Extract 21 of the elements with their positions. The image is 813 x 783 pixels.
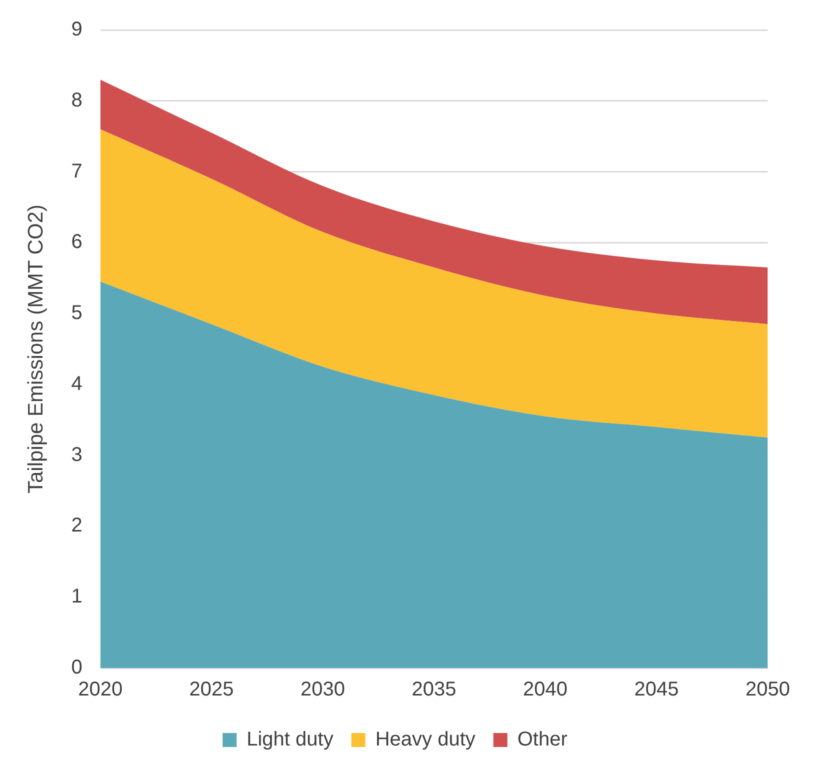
y-tick-label: 0 [71, 656, 82, 679]
y-axis-title: Tailpipe Emissions (MMT CO2) [24, 204, 48, 494]
y-tick-label: 3 [71, 444, 82, 466]
legend-label: Light duty [246, 728, 334, 751]
x-tick-label: 2050 [746, 678, 790, 701]
y-tick-label: 7 [71, 160, 82, 182]
y-tick-label: 6 [71, 231, 82, 254]
legend-label: Heavy duty [375, 728, 476, 751]
x-tick-label: 2020 [78, 678, 123, 701]
x-tick-label: 2030 [300, 678, 346, 701]
y-tick-label: 4 [71, 372, 82, 395]
y-tick-label: 8 [71, 89, 82, 112]
y-tick-label: 2 [71, 514, 82, 537]
y-tick-label: 5 [71, 302, 82, 324]
x-tick-label: 2025 [189, 678, 234, 701]
x-tick-label: 2045 [634, 678, 679, 701]
y-tick-label: 1 [71, 586, 82, 608]
legend-label: Other [517, 728, 568, 751]
y-tick-label: 9 [71, 18, 82, 41]
x-tick-label: 2040 [523, 678, 568, 701]
x-tick-label: 2035 [412, 678, 456, 701]
